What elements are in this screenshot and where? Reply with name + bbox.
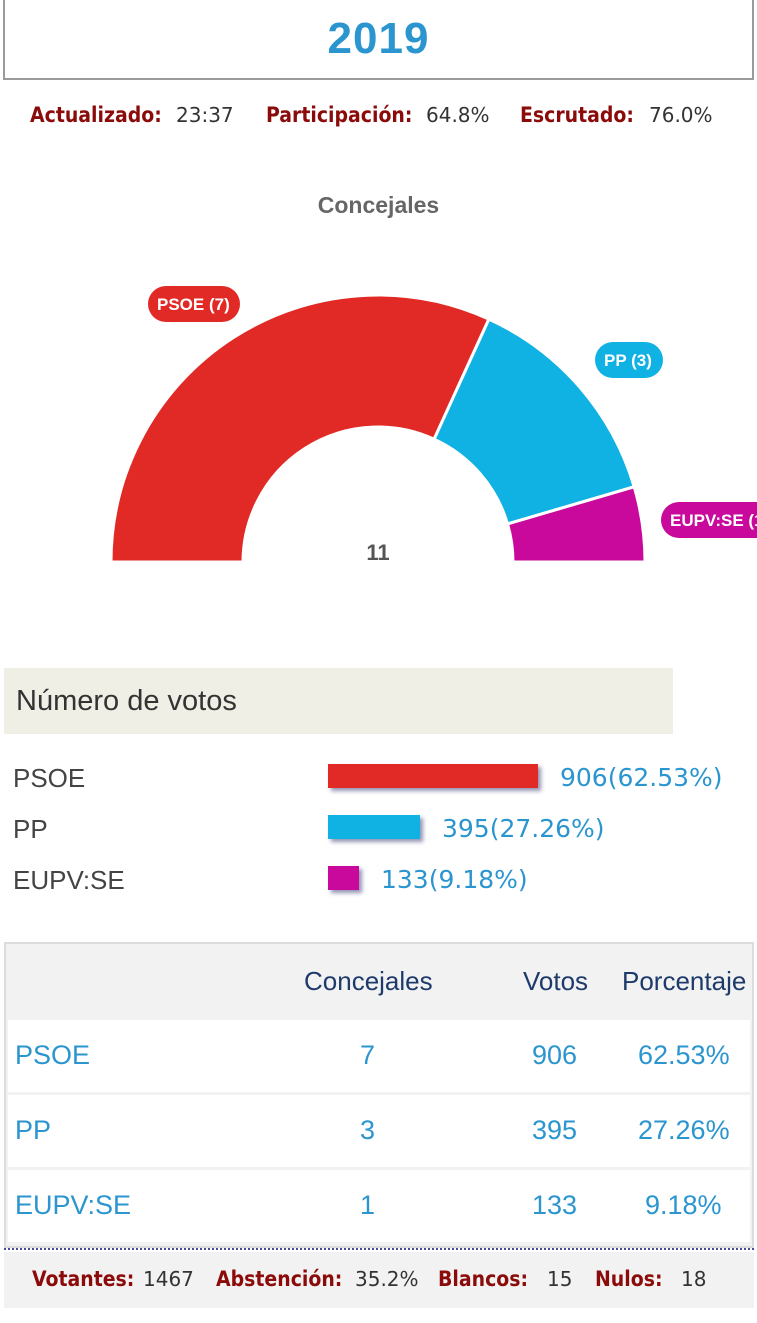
vote-bar-name: EUPV:SE (13, 865, 125, 895)
header-votos: Votos (523, 966, 589, 996)
blancos-value: 15 (547, 1267, 573, 1291)
seat-label-eupv-se: EUPV:SE (1) (661, 502, 757, 538)
blancos-label: Blancos: (438, 1267, 529, 1291)
header-concejales: Concejales (304, 966, 433, 996)
cell-votos: 133 (532, 1190, 578, 1220)
vote-bar-value: 395(27.26%) (442, 814, 605, 843)
actualizado-label: Actualizado: (30, 103, 162, 127)
vote-bar (328, 764, 538, 788)
table-row: EUPV:SE 1 133 9.18% (8, 1170, 750, 1242)
cell-votos: 395 (532, 1115, 578, 1145)
vote-bar (328, 866, 359, 890)
vote-bar-row-psoe: PSOE 906(62.53%) (0, 758, 757, 798)
results-table: Concejales Votos Porcentaje PSOE 7 906 6… (4, 942, 754, 1248)
votes-header: Número de votos (4, 668, 673, 734)
votantes-value: 1467 (143, 1267, 194, 1291)
cell-concejales: 1 (360, 1190, 376, 1220)
participacion-value: 64.8% (426, 103, 490, 127)
divider (4, 1248, 754, 1250)
vote-bar-row-pp: PP 395(27.26%) (0, 809, 757, 849)
chart-title: Concejales (317, 192, 440, 218)
cell-concejales: 7 (360, 1040, 376, 1070)
vote-bar-value: 133(9.18%) (381, 865, 528, 894)
cell-porcentaje: 27.26% (638, 1115, 730, 1145)
status-row: Actualizado: 23:37 Participación: 64.8% … (0, 98, 757, 132)
votes-title: Número de votos (16, 684, 237, 717)
header-porcentaje: Porcentaje (622, 966, 747, 996)
abstencion-label: Abstención: (216, 1267, 343, 1291)
vote-bar-value: 906(62.53%) (560, 763, 723, 792)
table-row: PSOE 7 906 62.53% (8, 1020, 750, 1092)
votantes-label: Votantes: (32, 1267, 135, 1291)
seat-slice-eupv-se (505, 484, 647, 564)
participacion-label: Participación: (266, 103, 413, 127)
vote-bar-row-eupv: EUPV:SE 133(9.18%) (0, 860, 757, 900)
cell-party: EUPV:SE (15, 1190, 132, 1220)
seat-slice-psoe (109, 293, 491, 564)
seat-total: 11 (366, 540, 389, 565)
seat-label-psoe: PSOE (7) (148, 286, 240, 322)
cell-porcentaje: 62.53% (638, 1040, 730, 1070)
nulos-label: Nulos: (595, 1267, 663, 1291)
footer-stats: Votantes: 1467 Abstención: 35.2% Blancos… (4, 1252, 754, 1308)
svg-text:EUPV:SE (1): EUPV:SE (1) (670, 511, 757, 530)
svg-text:PSOE (7): PSOE (7) (157, 295, 230, 314)
table-header: Concejales Votos Porcentaje (6, 944, 752, 1020)
abstencion-value: 35.2% (355, 1267, 419, 1291)
vote-bar-name: PSOE (13, 763, 86, 793)
table-row: PP 3 395 27.26% (8, 1095, 750, 1167)
cell-party: PSOE (15, 1040, 91, 1070)
year-header: 2019 (3, 0, 754, 80)
escrutado-label: Escrutado: (520, 103, 634, 127)
seat-chart: 11 PSOE (7) PP (3) EUPV:SE (1) (109, 286, 757, 565)
escrutado-value: 76.0% (649, 103, 713, 127)
cell-votos: 906 (532, 1040, 578, 1070)
cell-concejales: 3 (360, 1115, 376, 1145)
actualizado-value: 23:37 (176, 103, 234, 127)
cell-porcentaje: 9.18% (645, 1190, 722, 1220)
svg-text:PP (3): PP (3) (604, 351, 652, 370)
vote-bar-name: PP (13, 814, 48, 844)
cell-party: PP (15, 1115, 52, 1145)
seat-slice-pp (432, 317, 637, 526)
vote-bar (328, 815, 420, 839)
seat-label-pp: PP (3) (595, 342, 663, 378)
nulos-value: 18 (681, 1267, 707, 1291)
year-title: 2019 (327, 14, 430, 63)
